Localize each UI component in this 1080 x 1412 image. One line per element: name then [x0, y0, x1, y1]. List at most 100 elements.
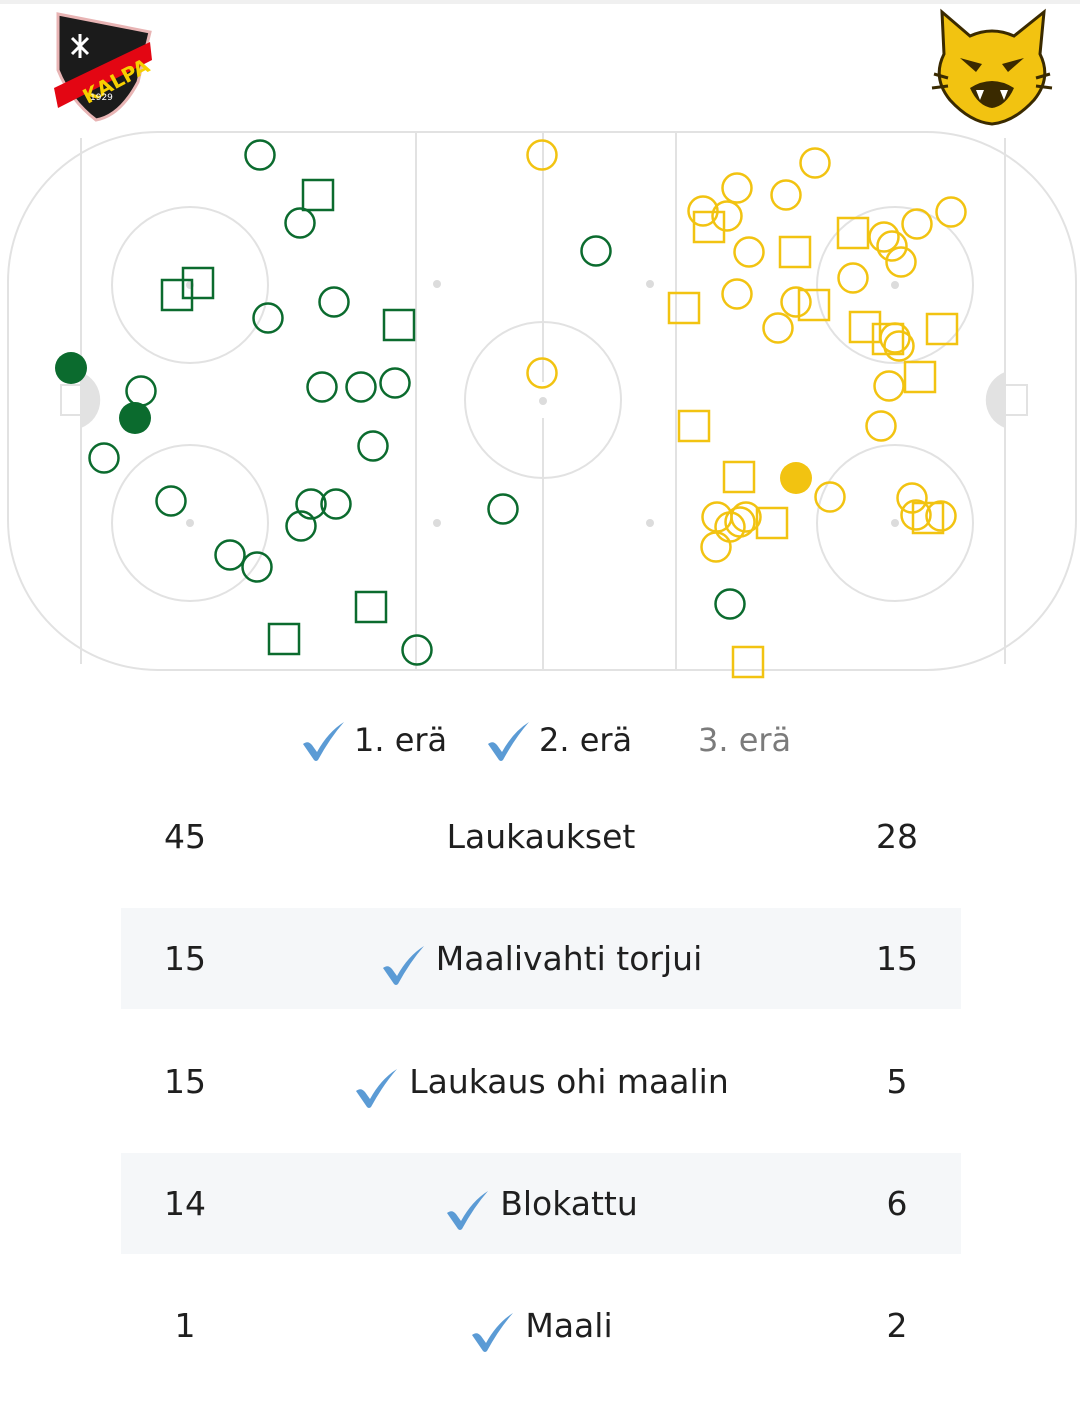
- shot-marker: [285, 510, 317, 542]
- shot-marker: [711, 200, 743, 232]
- blocked-shot-marker: [797, 288, 831, 322]
- shot-marker: [724, 506, 756, 538]
- shot-marker: [799, 147, 831, 179]
- blocked-shot-marker: [301, 178, 335, 212]
- shot-marker: [580, 235, 612, 267]
- faceoff-dot: [891, 519, 899, 527]
- shot-marker: [244, 139, 276, 171]
- home-value: 45: [164, 817, 206, 856]
- faceoff-dot: [433, 519, 441, 527]
- shot-marker: [901, 208, 933, 240]
- shot-marker: [837, 262, 869, 294]
- period-2-toggle[interactable]: 2. erä: [485, 712, 632, 768]
- shot-marker: [925, 500, 957, 532]
- away-value: 6: [886, 1184, 908, 1223]
- stat-row-blocked[interactable]: 14 Blokattu 6: [121, 1153, 961, 1254]
- shot-marker: [873, 370, 905, 402]
- blocked-shot-marker: [778, 235, 812, 269]
- checkmark-icon: [380, 942, 426, 986]
- stat-row-goals[interactable]: 1 Maali 2: [121, 1275, 961, 1376]
- period-label: 2. erä: [539, 721, 633, 759]
- home-shots: [55, 139, 746, 666]
- shot-marker: [714, 588, 746, 620]
- faceoff-dot: [186, 519, 194, 527]
- shot-marker: [762, 312, 794, 344]
- away-value: 5: [886, 1062, 908, 1101]
- blocked-shot-marker: [354, 590, 388, 624]
- blocked-shot-marker: [181, 266, 215, 300]
- checkmark-icon: [444, 1187, 490, 1231]
- shot-marker: [721, 172, 753, 204]
- shot-marker: [879, 322, 911, 354]
- home-value: 15: [164, 939, 206, 978]
- shot-marker: [357, 430, 389, 462]
- blocked-shot-marker: [731, 645, 765, 679]
- stat-row-saves[interactable]: 15 Maalivahti torjui 15: [121, 908, 961, 1009]
- shot-marker: [900, 499, 932, 531]
- blocked-shot-marker: [911, 501, 945, 535]
- shot-marker: [241, 551, 273, 583]
- shot-marker: [730, 501, 762, 533]
- goal-marker: [780, 462, 812, 494]
- away-crease: [985, 372, 1005, 428]
- faceoff-dot: [646, 280, 654, 288]
- shot-marker: [295, 488, 327, 520]
- blocked-shot-marker: [267, 622, 301, 656]
- blocked-shot-marker: [160, 278, 194, 312]
- goal-marker: [55, 352, 87, 384]
- shot-marker: [318, 286, 350, 318]
- blocked-shot-marker: [925, 312, 959, 346]
- home-value: 1: [174, 1306, 196, 1345]
- center-dot: [539, 397, 547, 405]
- blocked-shot-marker: [848, 310, 882, 344]
- shot-marker: [284, 207, 316, 239]
- blocked-shot-marker: [722, 460, 756, 494]
- checkmark-icon: [353, 1065, 399, 1109]
- shot-map-rink: [7, 131, 1077, 679]
- shot-marker: [868, 221, 900, 253]
- faceoff-circle-home-bottom: [111, 444, 269, 602]
- home-value: 14: [164, 1184, 206, 1223]
- shot-marker: [700, 531, 732, 563]
- stat-label: Laukaukset: [446, 817, 636, 856]
- shot-marker: [780, 286, 812, 318]
- shot-marker: [876, 230, 908, 262]
- stat-label: Maalivahti torjui: [435, 939, 703, 978]
- kalpa-logo: KALPA 1929: [48, 10, 158, 125]
- period-label: 3. erä: [698, 721, 792, 759]
- blocked-shot-marker: [755, 506, 789, 540]
- shot-marker: [865, 410, 897, 442]
- shot-marker: [770, 179, 802, 211]
- ilves-lynx-logo: [930, 8, 1055, 126]
- shot-marker: [379, 367, 411, 399]
- faceoff-circle-away-bottom: [816, 444, 974, 602]
- home-value: 15: [164, 1062, 206, 1101]
- rink-boards: [7, 131, 1077, 671]
- faceoff-circle-home-top: [111, 206, 269, 364]
- stat-row-shots[interactable]: 45 Laukaukset 28: [121, 786, 961, 887]
- shot-marker: [401, 634, 433, 666]
- shot-marker: [345, 371, 377, 403]
- checkmark-icon: [469, 1309, 515, 1353]
- stat-label: Blokattu: [500, 1184, 638, 1223]
- shot-marker: [885, 246, 917, 278]
- faceoff-circle-away-top: [816, 206, 974, 364]
- home-crease: [81, 372, 101, 428]
- shot-marker: [155, 485, 187, 517]
- period-label: 1. erä: [354, 721, 448, 759]
- shot-marker: [125, 375, 157, 407]
- blocked-shot-marker: [836, 216, 870, 250]
- away-value: 28: [876, 817, 918, 856]
- period-3-toggle[interactable]: 3. erä: [690, 712, 791, 768]
- stat-row-missed[interactable]: 15 Laukaus ohi maalin 5: [121, 1031, 961, 1132]
- shot-marker: [814, 481, 846, 513]
- away-net: [1004, 384, 1028, 416]
- period-1-toggle[interactable]: 1. erä: [300, 712, 447, 768]
- faceoff-dot: [891, 281, 899, 289]
- period-filters: 1. erä 2. erä 3. erä: [0, 712, 1080, 768]
- checkmark-icon: [485, 718, 531, 762]
- away-shots: [526, 139, 967, 679]
- shot-marker: [733, 236, 765, 268]
- top-divider: [0, 0, 1080, 4]
- shot-marker: [487, 493, 519, 525]
